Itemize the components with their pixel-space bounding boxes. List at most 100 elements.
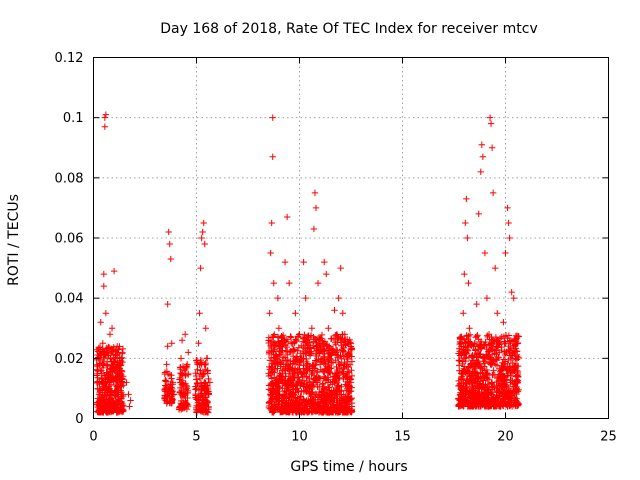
data-point — [316, 350, 324, 357]
data-point — [476, 363, 484, 370]
data-point — [292, 389, 299, 396]
data-point — [489, 336, 496, 344]
data-point — [103, 361, 111, 368]
data-point — [179, 377, 187, 384]
data-point — [320, 383, 328, 390]
data-point — [277, 340, 285, 348]
data-point — [94, 385, 101, 392]
data-point — [512, 355, 519, 362]
data-point — [307, 396, 315, 404]
data-point — [168, 340, 175, 347]
data-point — [290, 370, 297, 377]
data-point — [205, 391, 213, 398]
data-point — [335, 333, 342, 341]
data-point — [184, 371, 192, 378]
data-point — [184, 361, 191, 368]
data-point — [495, 354, 502, 362]
axis-ticks: 0 5 10 15 20 25 0 0.02 0.04 0.06 0.08 0.1 0.12 — [55, 51, 617, 445]
data-point — [94, 379, 101, 386]
data-point — [325, 409, 333, 416]
data-point — [497, 399, 505, 407]
data-point — [286, 368, 294, 375]
data-point — [480, 393, 488, 400]
data-point — [179, 391, 187, 398]
data-point — [308, 325, 316, 332]
data-point — [305, 385, 313, 392]
data-point — [483, 294, 491, 302]
data-point — [509, 383, 517, 390]
data-point — [99, 346, 106, 353]
data-point — [181, 331, 189, 338]
data-point — [331, 339, 339, 346]
data-point — [348, 372, 356, 380]
data-point — [512, 362, 519, 370]
data-point — [102, 384, 109, 391]
data-points — [93, 111, 522, 416]
data-point — [271, 360, 279, 367]
data-point — [323, 346, 331, 354]
data-point — [471, 391, 478, 399]
data-point — [473, 300, 480, 308]
data-point — [113, 398, 120, 405]
data-point — [315, 408, 323, 416]
data-point — [183, 383, 191, 390]
data-point — [319, 367, 327, 375]
data-point — [462, 219, 469, 227]
data-point — [316, 361, 324, 368]
data-point — [504, 403, 512, 410]
data-point — [298, 406, 306, 414]
data-point — [271, 340, 278, 347]
data-point — [203, 382, 211, 389]
data-point — [114, 351, 121, 358]
data-point — [113, 363, 120, 371]
data-point — [474, 380, 482, 387]
data-point — [193, 376, 200, 383]
data-point — [265, 339, 272, 347]
data-point — [271, 346, 278, 353]
data-point — [99, 340, 106, 347]
data-point — [200, 219, 207, 227]
data-point — [508, 370, 515, 377]
data-point — [327, 335, 335, 342]
data-point — [196, 310, 203, 317]
data-point — [343, 370, 351, 378]
data-point — [476, 342, 483, 349]
data-point — [97, 319, 104, 326]
data-point — [303, 405, 310, 412]
data-point — [205, 375, 212, 383]
data-point — [202, 361, 209, 369]
data-point — [504, 204, 511, 212]
data-point — [116, 397, 123, 404]
data-point — [194, 379, 201, 387]
y-tick-label: 0.08 — [55, 171, 84, 186]
data-point — [502, 382, 509, 390]
data-point — [459, 360, 466, 368]
data-point — [287, 334, 295, 341]
data-point — [117, 355, 125, 362]
data-point — [275, 325, 283, 332]
data-point — [101, 351, 108, 358]
data-point — [463, 394, 471, 402]
data-point — [269, 114, 276, 121]
data-point — [127, 397, 134, 404]
data-point — [113, 343, 121, 350]
data-point — [278, 408, 285, 416]
data-point — [192, 370, 199, 377]
data-point — [489, 371, 497, 378]
data-point — [163, 361, 170, 368]
data-point — [163, 378, 170, 385]
data-point — [503, 367, 510, 375]
y-tick-label: 0.06 — [55, 232, 84, 247]
data-point — [203, 408, 210, 415]
data-point — [488, 144, 496, 151]
data-point — [314, 279, 322, 287]
data-point — [512, 397, 519, 404]
data-point — [324, 392, 331, 400]
data-point — [474, 351, 481, 358]
data-point — [306, 403, 313, 410]
data-point — [285, 363, 293, 371]
data-point — [340, 396, 347, 403]
data-point — [201, 240, 208, 248]
data-point — [93, 346, 101, 353]
data-point — [202, 325, 209, 332]
